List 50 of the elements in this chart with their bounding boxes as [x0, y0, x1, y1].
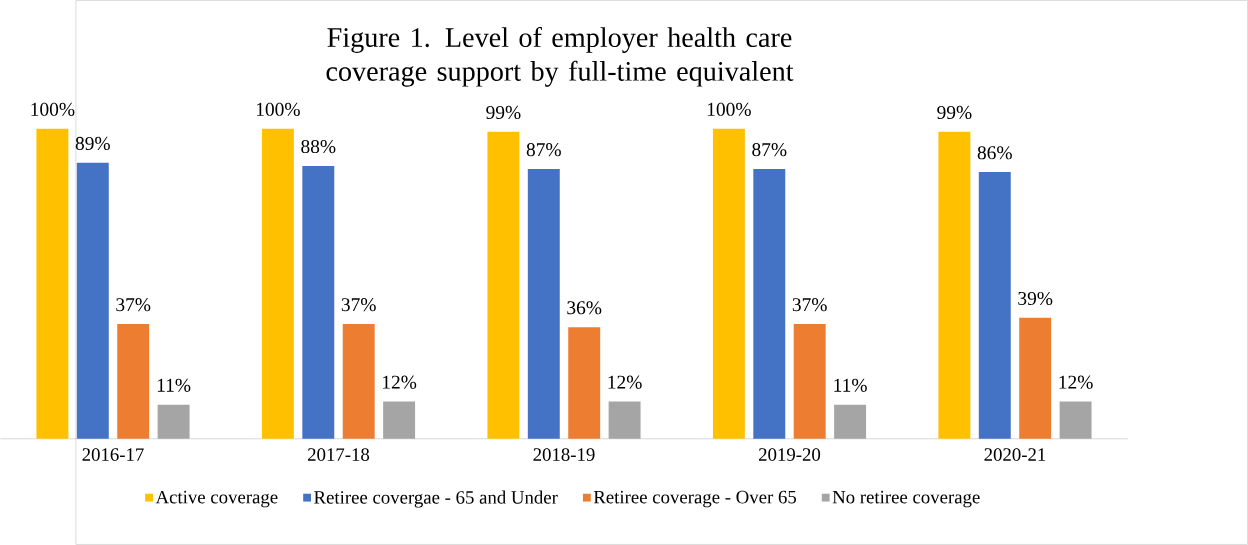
- data-label: 12%: [383, 375, 417, 389]
- bar: [527, 169, 560, 439]
- data-label: 11%: [834, 378, 867, 392]
- bar: [383, 401, 416, 439]
- data-label: 99%: [937, 105, 972, 120]
- x-tick-label: 2016-17: [82, 448, 144, 461]
- bar: [487, 131, 520, 439]
- data-label: 88%: [301, 140, 336, 154]
- legend-label: Retiree covergae - 65 and Under: [314, 490, 558, 508]
- bar: [342, 324, 375, 439]
- data-label: 89%: [75, 136, 110, 151]
- x-tick-label: 2017-18: [308, 448, 370, 461]
- data-label: 99%: [486, 105, 521, 120]
- data-label: 100%: [707, 102, 751, 116]
- data-label: 37%: [792, 298, 827, 312]
- data-label: 12%: [1059, 375, 1093, 389]
- bar: [753, 169, 786, 439]
- data-label: 87%: [752, 143, 787, 157]
- x-tick-label: 2020-21: [984, 448, 1046, 461]
- chart-title: Figure 1. Level of employer health care coverage support by full-time equivalent: [326, 26, 794, 87]
- data-label: 36%: [567, 301, 602, 315]
- data-label: 37%: [116, 298, 151, 312]
- data-label: 39%: [1018, 291, 1053, 306]
- data-label: 11%: [157, 378, 191, 392]
- x-tick-label: 2019-20: [759, 448, 821, 461]
- bar: [608, 401, 641, 439]
- bar: [793, 324, 826, 439]
- legend-label: Retiree coverage - Over 65: [593, 490, 797, 508]
- bar: [261, 128, 294, 439]
- data-label: 86%: [977, 146, 1012, 160]
- bar: [302, 165, 335, 439]
- bar: [1019, 317, 1052, 439]
- bar: [712, 128, 745, 439]
- bar: [938, 131, 971, 439]
- data-label: 100%: [256, 102, 300, 116]
- bar: [834, 404, 867, 439]
- x-tick-label: 2018-19: [533, 448, 595, 461]
- bar: [76, 162, 109, 439]
- data-label: 12%: [608, 375, 642, 389]
- legend-label: No retiree coverage: [832, 490, 980, 508]
- bar: [117, 324, 150, 439]
- legend-label: Active coverage: [155, 490, 278, 508]
- data-label: 100%: [31, 102, 75, 116]
- bar: [1059, 401, 1092, 439]
- bar: [568, 327, 601, 439]
- data-label: 37%: [341, 298, 376, 312]
- bar: [978, 172, 1011, 439]
- data-label: 87%: [526, 143, 561, 157]
- bar: [157, 404, 190, 439]
- bar: [36, 128, 69, 439]
